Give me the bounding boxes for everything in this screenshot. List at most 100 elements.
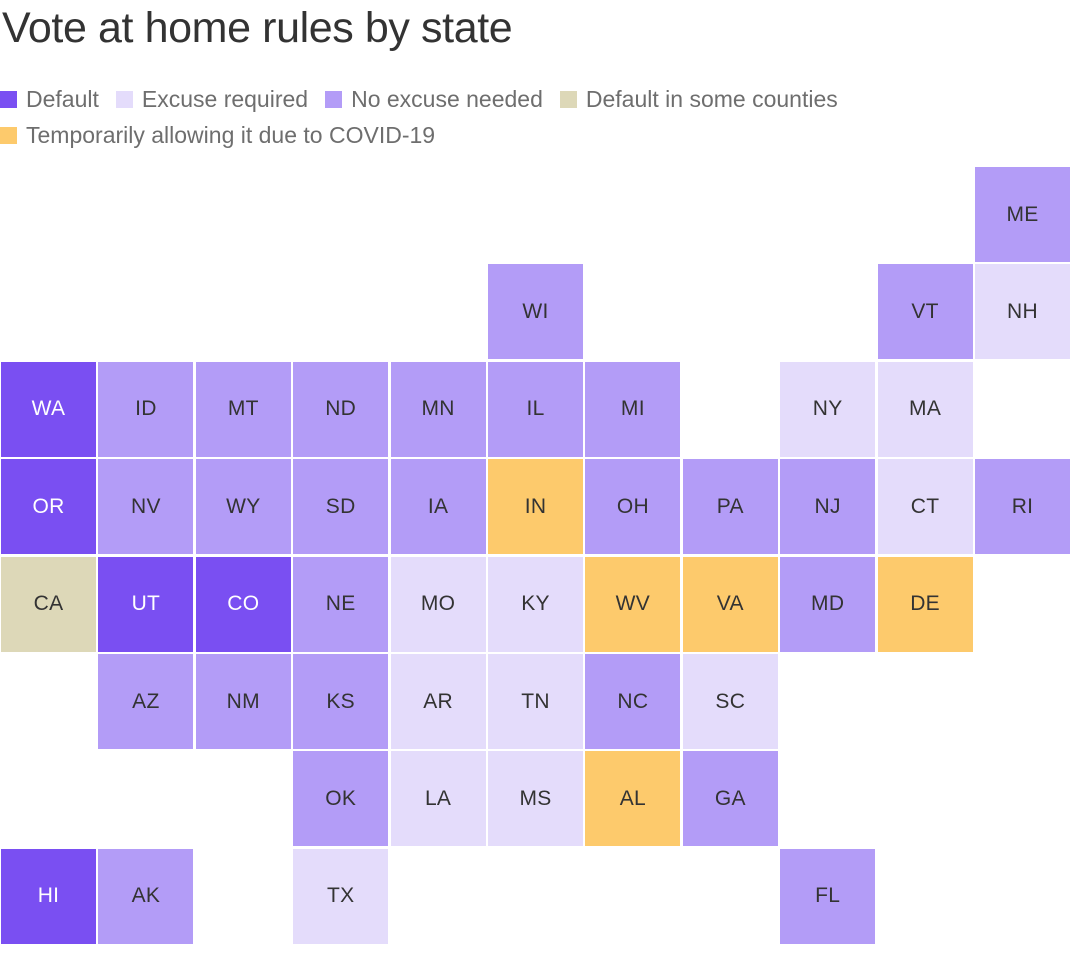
state-label: OR <box>32 494 65 518</box>
legend-swatch-no-excuse-needed <box>325 90 343 108</box>
state-label: MS <box>519 786 552 810</box>
state-label: CT <box>910 494 940 518</box>
state-label: PA <box>716 494 744 518</box>
state-label: ID <box>135 397 157 421</box>
legend-item-no-excuse-needed: No excuse needed <box>325 86 543 113</box>
state-tile-il: IL <box>488 361 583 457</box>
state-tile-al: AL <box>585 751 681 847</box>
state-tile-vt: VT <box>877 264 973 360</box>
state-tile-mt: MT <box>195 361 291 457</box>
state-label: ND <box>325 397 357 421</box>
legend: Default Excuse required No excuse needed… <box>0 84 1000 156</box>
state-tile-ne: NE <box>293 556 389 652</box>
state-label: AR <box>423 689 453 713</box>
state-label: VA <box>716 592 744 616</box>
state-tile-fl: FL <box>780 848 876 944</box>
state-tile-mi: MI <box>585 361 681 457</box>
state-label: LA <box>424 786 452 810</box>
state-label: AZ <box>132 689 160 713</box>
legend-row-1: Default Excuse required No excuse needed… <box>0 84 1000 114</box>
legend-label-default: Default <box>26 85 99 112</box>
state-label: TN <box>521 689 550 713</box>
state-tile-nm: NM <box>195 654 291 749</box>
state-tile-mo: MO <box>390 556 486 652</box>
legend-swatch-default <box>0 90 17 108</box>
state-tile-md: MD <box>780 556 876 652</box>
state-tile-nc: NC <box>585 654 681 749</box>
state-tile-pa: PA <box>682 459 778 555</box>
state-label: NC <box>617 689 649 713</box>
state-label: NV <box>131 494 161 518</box>
state-label: MO <box>420 592 456 616</box>
state-tile-tx: TX <box>293 848 389 944</box>
state-tile-ks: KS <box>293 654 389 749</box>
state-tile-hi: HI <box>1 848 96 944</box>
state-label: NE <box>325 592 356 616</box>
legend-label-no-excuse-needed: No excuse needed <box>351 85 543 112</box>
state-label: DE <box>910 592 940 616</box>
state-tile-ar: AR <box>390 654 486 749</box>
state-tile-sd: SD <box>293 459 389 555</box>
state-tile-la: LA <box>390 751 486 847</box>
state-label: WA <box>31 397 66 421</box>
state-tile-ak: AK <box>98 848 194 944</box>
state-label: GA <box>714 786 746 810</box>
state-tile-wi: WI <box>488 264 583 360</box>
legend-item-default: Default <box>0 86 99 113</box>
state-label: VT <box>911 299 939 323</box>
state-label: TX <box>326 884 355 908</box>
legend-row-2: Temporarily allowing it due to COVID-19 <box>0 120 1000 150</box>
state-label: FL <box>815 884 841 908</box>
state-label: NH <box>1007 299 1038 323</box>
state-label: IL <box>526 397 545 421</box>
state-tile-ky: KY <box>488 556 583 652</box>
state-tile-ct: CT <box>877 459 973 555</box>
state-tile-va: VA <box>682 556 778 652</box>
state-label: RI <box>1011 494 1034 518</box>
state-tile-oh: OH <box>585 459 681 555</box>
state-tile-nh: NH <box>975 264 1070 360</box>
state-label: IN <box>524 494 547 518</box>
state-label: WI <box>522 299 549 323</box>
state-label: IA <box>427 494 449 518</box>
state-tile-nd: ND <box>293 361 389 457</box>
state-tile-wa: WA <box>1 361 96 457</box>
state-tile-ga: GA <box>682 751 778 847</box>
state-label: MA <box>909 397 942 421</box>
state-tile-ma: MA <box>877 361 973 457</box>
state-label: NY <box>812 397 843 421</box>
state-label: ME <box>1006 202 1039 226</box>
state-label: OH <box>616 494 649 518</box>
state-label: UT <box>131 592 161 616</box>
state-tile-ny: NY <box>780 361 876 457</box>
state-tile-id: ID <box>98 361 194 457</box>
state-tile-ca: CA <box>1 556 96 652</box>
legend-item-excuse-required: Excuse required <box>115 86 308 113</box>
state-tile-tn: TN <box>488 654 583 749</box>
state-tile-ms: MS <box>488 751 583 847</box>
legend-item-covid: Temporarily allowing it due to COVID-19 <box>0 122 435 149</box>
legend-swatch-covid <box>0 126 17 144</box>
legend-label-default-in-some-counties: Default in some counties <box>585 85 838 112</box>
legend-swatch-default-in-some-counties <box>559 90 577 108</box>
state-tile-map: ME WI VT NH WA ID MT ND MN IL MI NY MA OR NV WY SD IA IN OH… <box>0 165 1074 950</box>
state-tile-in: IN <box>488 459 583 555</box>
state-label: AK <box>131 884 161 908</box>
state-tile-ok: OK <box>293 751 389 847</box>
state-label: MD <box>811 592 845 616</box>
state-label: SD <box>325 494 356 518</box>
state-label: AL <box>619 786 647 810</box>
state-tile-wy: WY <box>195 459 291 555</box>
state-tile-ri: RI <box>975 459 1070 555</box>
state-tile-nv: NV <box>98 459 194 555</box>
map-title: Vote at home rules by state <box>2 4 513 52</box>
state-label: MT <box>227 397 259 421</box>
state-tile-co: CO <box>195 556 291 652</box>
state-label: KY <box>521 592 550 616</box>
state-label: CA <box>33 592 64 616</box>
state-label: WV <box>615 592 651 616</box>
state-label: OK <box>325 786 357 810</box>
state-label: NM <box>226 689 260 713</box>
legend-label-covid: Temporarily allowing it due to COVID-19 <box>26 121 436 148</box>
state-tile-wv: WV <box>585 556 681 652</box>
